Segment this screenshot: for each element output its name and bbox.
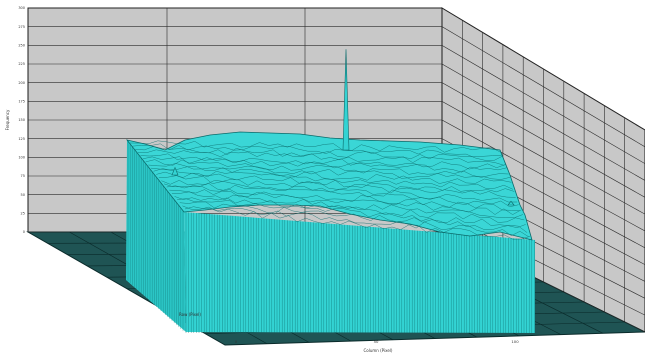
z-tick-label: 225	[18, 62, 25, 66]
surface-contour-line	[166, 185, 521, 212]
surface-contour-line	[145, 159, 509, 178]
z-tick-label: 175	[18, 100, 25, 104]
surface-contour-line	[177, 198, 526, 228]
surface-top-texture	[129, 140, 531, 240]
z-tick-label: 150	[18, 118, 25, 122]
z-tick-label: 0	[23, 230, 25, 234]
z-axis-ticks: 0 25 50 75 100 125 150 175 200 225 250 275 300	[18, 6, 25, 234]
surface-left-hatching	[127, 141, 184, 332]
surface-contour-line	[171, 191, 523, 219]
z-tick-label: 125	[18, 137, 25, 141]
z-tick-label: 300	[18, 6, 25, 10]
surface-contour-line	[156, 171, 515, 193]
surface-contour-line	[161, 180, 518, 203]
z-tick-label: 100	[18, 156, 25, 160]
surface-contour-line	[174, 196, 525, 223]
z-tick-label: 275	[18, 25, 25, 29]
y-tick-label: 100	[511, 339, 519, 344]
x-axis-title: Row (Pixel)	[179, 312, 201, 317]
surface-contour-line	[129, 140, 501, 153]
surface-contour-line	[182, 205, 529, 237]
z-tick-label: 25	[21, 212, 25, 216]
surface-peak	[342, 49, 350, 151]
surface-contour-line	[143, 156, 508, 173]
z-tick-label: 200	[18, 81, 25, 85]
y-tick-label: 50	[374, 339, 379, 344]
z-axis-title: Frequency	[5, 109, 10, 130]
surface-contour-line	[153, 168, 514, 190]
surface-contour-line	[148, 163, 511, 180]
surface-peaks	[171, 49, 515, 206]
y-axis-ticks: 0 50 100	[235, 339, 519, 344]
surface-peak	[171, 166, 179, 176]
surface-contour-line	[137, 149, 505, 166]
y-axis-title: Column (Pixel)	[364, 348, 393, 353]
z-tick-label: 250	[18, 44, 25, 48]
surface-contour-line	[158, 175, 516, 198]
surface-contour-line	[132, 143, 502, 157]
surface-contour-line	[184, 206, 531, 240]
surface-peak	[507, 200, 515, 206]
z-tick-label: 75	[21, 174, 25, 178]
surface-contour-line	[135, 146, 504, 161]
surface-front-hatching	[185, 212, 535, 333]
z-tick-label: 50	[21, 193, 25, 197]
y-tick-label: 0	[235, 339, 238, 344]
